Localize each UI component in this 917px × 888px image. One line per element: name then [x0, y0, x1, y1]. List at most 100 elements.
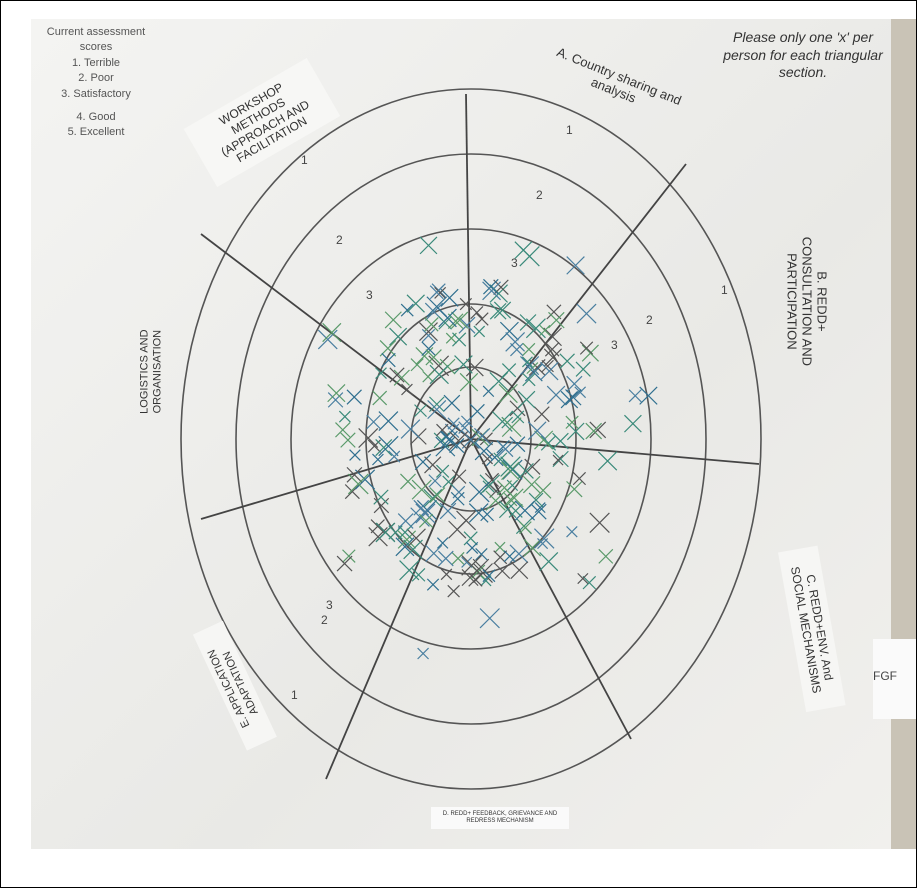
x-mark — [407, 529, 426, 548]
x-mark — [415, 454, 431, 470]
x-mark — [369, 527, 388, 546]
x-mark — [419, 323, 437, 341]
x-mark — [566, 416, 578, 428]
ring-number: 2 — [321, 613, 328, 627]
screenshot: 123123123123 Current assessment scores 1… — [0, 0, 917, 888]
x-mark — [577, 304, 596, 323]
ring-number: 1 — [301, 153, 308, 167]
x-mark — [339, 411, 350, 422]
x-mark — [490, 285, 508, 303]
photo: 123123123123 Current assessment scores 1… — [31, 19, 917, 849]
x-mark — [401, 304, 413, 316]
x-mark — [367, 415, 381, 429]
x-mark — [459, 317, 475, 333]
legend-item: 3. Satisfactory — [31, 87, 161, 102]
x-mark — [502, 418, 521, 437]
x-mark — [567, 257, 585, 275]
x-mark — [337, 556, 352, 571]
x-mark — [464, 532, 477, 545]
target-board: 123123123123 — [31, 19, 917, 849]
x-mark — [629, 390, 641, 402]
x-mark — [499, 384, 517, 402]
x-mark — [474, 428, 489, 443]
x-mark — [504, 551, 515, 562]
x-mark — [518, 463, 533, 478]
x-mark — [426, 350, 442, 366]
x-mark — [394, 370, 409, 385]
instruction: Please only one 'x' per person for each … — [718, 29, 888, 82]
x-mark — [359, 428, 378, 447]
x-mark — [544, 349, 561, 366]
x-mark — [427, 297, 447, 317]
x-mark — [502, 462, 519, 479]
x-mark — [567, 376, 582, 391]
ring-number: 2 — [536, 188, 543, 202]
x-mark — [427, 579, 438, 590]
section-label: LOGISTICS AND ORGANISATION — [138, 297, 163, 447]
x-mark — [348, 474, 368, 494]
x-mark — [519, 522, 531, 534]
x-mark — [523, 343, 535, 355]
section-label: B. REDD+ CONSULTATION AND PARTICIPATION — [784, 226, 829, 376]
x-mark — [547, 386, 565, 404]
x-mark — [411, 359, 423, 371]
x-mark — [437, 538, 448, 549]
x-mark — [534, 431, 552, 449]
x-mark — [598, 452, 616, 470]
x-mark — [379, 412, 398, 431]
x-mark — [372, 454, 383, 465]
legend-item: 5. Excellent — [31, 125, 161, 140]
x-mark — [503, 460, 522, 479]
x-mark — [318, 330, 337, 349]
x-mark — [419, 514, 432, 527]
x-mark — [500, 322, 518, 340]
ring-number: 1 — [291, 688, 298, 702]
x-mark — [540, 552, 558, 570]
legend-title: Current assessment scores — [31, 25, 161, 56]
ring-number: 2 — [336, 233, 343, 247]
ring-number: 3 — [611, 338, 618, 352]
x-mark — [451, 492, 464, 505]
x-mark — [467, 542, 478, 553]
x-mark — [504, 493, 517, 506]
x-mark — [448, 585, 460, 597]
spoke — [471, 439, 631, 739]
x-mark — [430, 365, 449, 384]
x-mark — [400, 561, 419, 580]
x-mark — [520, 246, 540, 266]
x-mark — [520, 315, 536, 331]
x-mark — [439, 317, 452, 330]
x-mark — [523, 373, 535, 385]
x-mark — [511, 562, 528, 579]
ring-number: 1 — [566, 123, 573, 137]
x-mark — [343, 550, 356, 563]
x-mark — [534, 407, 549, 422]
x-mark — [323, 323, 341, 341]
x-mark — [430, 488, 445, 503]
x-mark — [573, 472, 585, 484]
x-mark — [407, 295, 425, 313]
ring-number: 3 — [511, 256, 518, 270]
x-mark — [501, 457, 521, 477]
x-mark — [476, 313, 489, 326]
x-mark — [402, 384, 413, 395]
x-mark — [599, 549, 613, 563]
x-mark — [420, 237, 437, 254]
spoke — [466, 94, 471, 439]
x-mark — [553, 451, 568, 466]
spoke — [471, 439, 759, 464]
section-label: D. REDD+ FEEDBACK, GRIEVANCE AND REDRESS… — [431, 807, 569, 829]
x-mark — [544, 328, 562, 346]
x-mark — [457, 511, 476, 530]
x-mark — [474, 326, 485, 337]
ring-number: 3 — [326, 598, 333, 612]
x-mark — [444, 395, 460, 411]
x-mark — [540, 325, 550, 335]
x-mark — [418, 648, 429, 659]
side-sign: FGF — [873, 639, 917, 719]
x-mark — [583, 576, 596, 589]
x-mark — [460, 373, 478, 391]
ring-number: 2 — [646, 313, 653, 327]
x-mark — [480, 608, 499, 627]
x-mark — [495, 563, 510, 578]
